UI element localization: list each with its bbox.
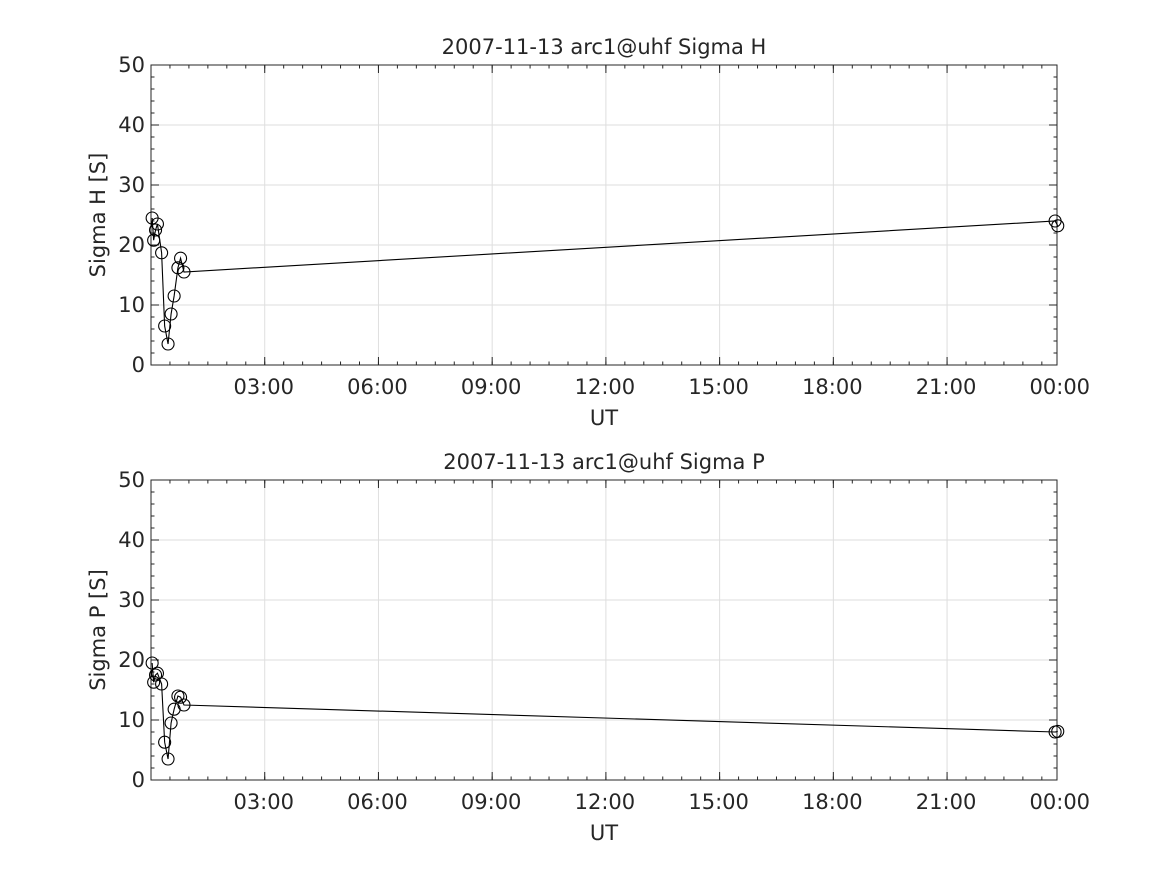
y-tick-label: 20 xyxy=(118,648,145,672)
sigma-h-panel: 0 10 20 30 40 50 03:00 06:00 09:00 12:00 15:00 18:0… xyxy=(86,35,1090,430)
data-point xyxy=(1051,219,1065,233)
data-point xyxy=(174,690,188,704)
data-point xyxy=(155,677,169,691)
data-point xyxy=(155,246,169,260)
data-point xyxy=(177,698,191,712)
y-tick-label: 50 xyxy=(118,53,145,77)
y-tick-label: 30 xyxy=(118,588,145,612)
data-point xyxy=(147,675,161,689)
y-tick-label: 0 xyxy=(132,768,145,792)
data-point xyxy=(161,752,175,766)
x-tick-label: 03:00 xyxy=(233,790,294,814)
y-tick-label: 10 xyxy=(118,293,145,317)
x-tick-label: 00:00 xyxy=(1030,790,1091,814)
data-point xyxy=(161,337,175,351)
y-axis-label: Sigma P [S] xyxy=(86,569,110,691)
x-tick-label: 00:00 xyxy=(1030,375,1091,399)
series-line xyxy=(151,662,1058,760)
x-tick-label: 15:00 xyxy=(688,375,749,399)
data-point xyxy=(150,217,164,231)
data-point xyxy=(147,233,161,247)
x-axis-label: UT xyxy=(590,406,618,430)
x-tick-label: 18:00 xyxy=(802,790,863,814)
x-tick-label: 15:00 xyxy=(688,790,749,814)
x-tick-label: 03:00 xyxy=(233,375,294,399)
data-point xyxy=(164,307,178,321)
data-point xyxy=(148,668,163,682)
data-point xyxy=(174,251,188,265)
data-point xyxy=(158,319,172,333)
data-point xyxy=(177,265,191,279)
data-point xyxy=(148,223,163,237)
data-point xyxy=(145,656,159,670)
x-axis-label: UT xyxy=(590,821,618,845)
x-tick-label: 21:00 xyxy=(916,790,977,814)
data-point xyxy=(158,735,172,749)
x-tick-label: 21:00 xyxy=(916,375,977,399)
y-tick-label: 20 xyxy=(118,233,145,257)
data-point xyxy=(1051,724,1065,738)
x-tick-label: 12:00 xyxy=(575,790,636,814)
data-point xyxy=(164,716,178,730)
plot-area xyxy=(151,65,1057,365)
y-tick-label: 0 xyxy=(132,353,145,377)
sigma-p-panel: 0 10 20 30 40 50 03:00 06:00 09:00 12:00 15:00 18:0… xyxy=(86,450,1090,845)
y-tick-label: 40 xyxy=(118,113,145,137)
x-tick-label: 18:00 xyxy=(802,375,863,399)
axes-frame xyxy=(150,479,1058,781)
x-tick-label: 09:00 xyxy=(461,790,522,814)
chart-title: 2007-11-13 arc1@uhf Sigma H xyxy=(442,35,767,59)
chart-title: 2007-11-13 arc1@uhf Sigma P xyxy=(443,450,765,474)
y-axis-label: Sigma H [S] xyxy=(86,153,110,278)
y-tick-label: 10 xyxy=(118,708,145,732)
data-point xyxy=(167,289,181,303)
x-tick-label: 09:00 xyxy=(461,375,522,399)
y-tick-label: 30 xyxy=(118,173,145,197)
x-tick-label: 06:00 xyxy=(347,375,408,399)
y-tick-label: 50 xyxy=(118,468,145,492)
y-tick-label: 40 xyxy=(118,528,145,552)
x-tick-label: 12:00 xyxy=(575,375,636,399)
plot-area xyxy=(151,480,1057,780)
x-tick-label: 06:00 xyxy=(347,790,408,814)
